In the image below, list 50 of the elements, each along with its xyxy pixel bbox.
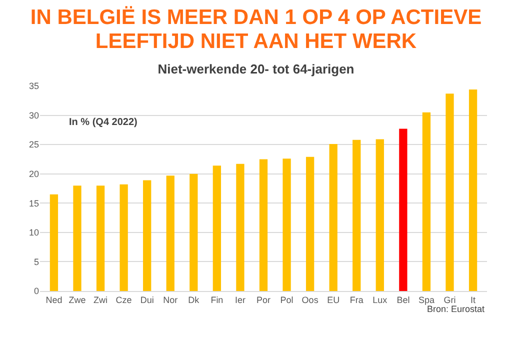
x-tick-label: Ier	[234, 294, 246, 305]
x-tick-label: Dui	[140, 294, 154, 305]
chart-title: IN BELGIË IS MEER DAN 1 OP 4 OP ACTIEVE LEEFTIJD NIET AAN HET WERK	[29, 5, 483, 55]
x-tick-label: Gri	[444, 294, 456, 305]
bar	[190, 174, 198, 291]
bar	[306, 156, 314, 291]
x-tick-label: EU	[327, 294, 340, 305]
bar	[73, 186, 82, 291]
y-tick-label: 10	[28, 228, 39, 238]
bar	[376, 139, 384, 291]
bar	[236, 164, 244, 291]
text: Bron: Eurostat	[427, 304, 486, 314]
y-tick-label: 15	[28, 198, 39, 208]
bar	[212, 166, 222, 291]
bar	[282, 158, 291, 291]
bar	[422, 112, 431, 291]
bar	[446, 94, 454, 291]
bar	[329, 144, 338, 291]
bar	[166, 176, 174, 291]
x-tick-label: Dk	[188, 294, 200, 305]
x-tick-label: Zwe	[68, 294, 86, 305]
x-tick-label: Bel	[396, 294, 410, 305]
y-tick-label: 30	[28, 110, 39, 120]
annotation: In % (Q4 2022)	[69, 117, 138, 128]
x-tick-label: Spa	[418, 294, 434, 305]
x-tick-label: It	[470, 294, 476, 305]
x-tick-label: Pol	[280, 294, 294, 305]
bar	[50, 194, 58, 291]
y-tick-label: 35	[28, 81, 39, 92]
x-tick-label: Ned	[46, 294, 62, 305]
x-tick-label: Zwi	[94, 294, 108, 305]
y-tick-label: 5	[34, 256, 39, 267]
x-tick-label: Fra	[350, 294, 364, 305]
y-tick-label: 0	[34, 286, 39, 296]
bar	[399, 128, 408, 291]
x-tick-label: Lux	[372, 294, 388, 305]
bar	[259, 159, 268, 291]
x-tick-label: Cze	[116, 294, 132, 305]
chart-subtitle: Niet-werkende 20- tot 64-jarigen	[158, 62, 354, 77]
x-tick-label: Fin	[210, 294, 224, 305]
bar	[96, 186, 105, 291]
x-tick-label: Por	[256, 294, 271, 305]
y-tick-label: 20	[28, 169, 39, 180]
bar	[143, 180, 152, 291]
bar	[120, 184, 128, 291]
x-tick-label: Nor	[163, 294, 178, 305]
x-tick-label: Oos	[302, 294, 319, 305]
y-tick-label: 25	[28, 140, 39, 150]
bar	[352, 140, 361, 291]
bar	[468, 90, 478, 291]
